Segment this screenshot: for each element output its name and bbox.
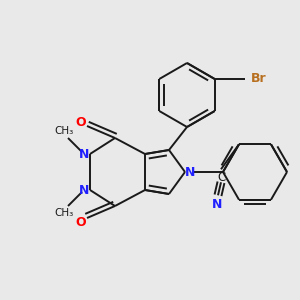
Text: CH₃: CH₃ — [54, 208, 74, 218]
Text: O: O — [76, 215, 86, 229]
Text: O: O — [76, 116, 86, 128]
Text: CH₃: CH₃ — [54, 126, 74, 136]
Text: Br: Br — [251, 73, 266, 85]
Text: N: N — [79, 148, 89, 160]
Text: N: N — [79, 184, 89, 196]
Text: N: N — [212, 198, 222, 211]
Text: C: C — [217, 171, 225, 184]
Text: N: N — [185, 166, 195, 178]
